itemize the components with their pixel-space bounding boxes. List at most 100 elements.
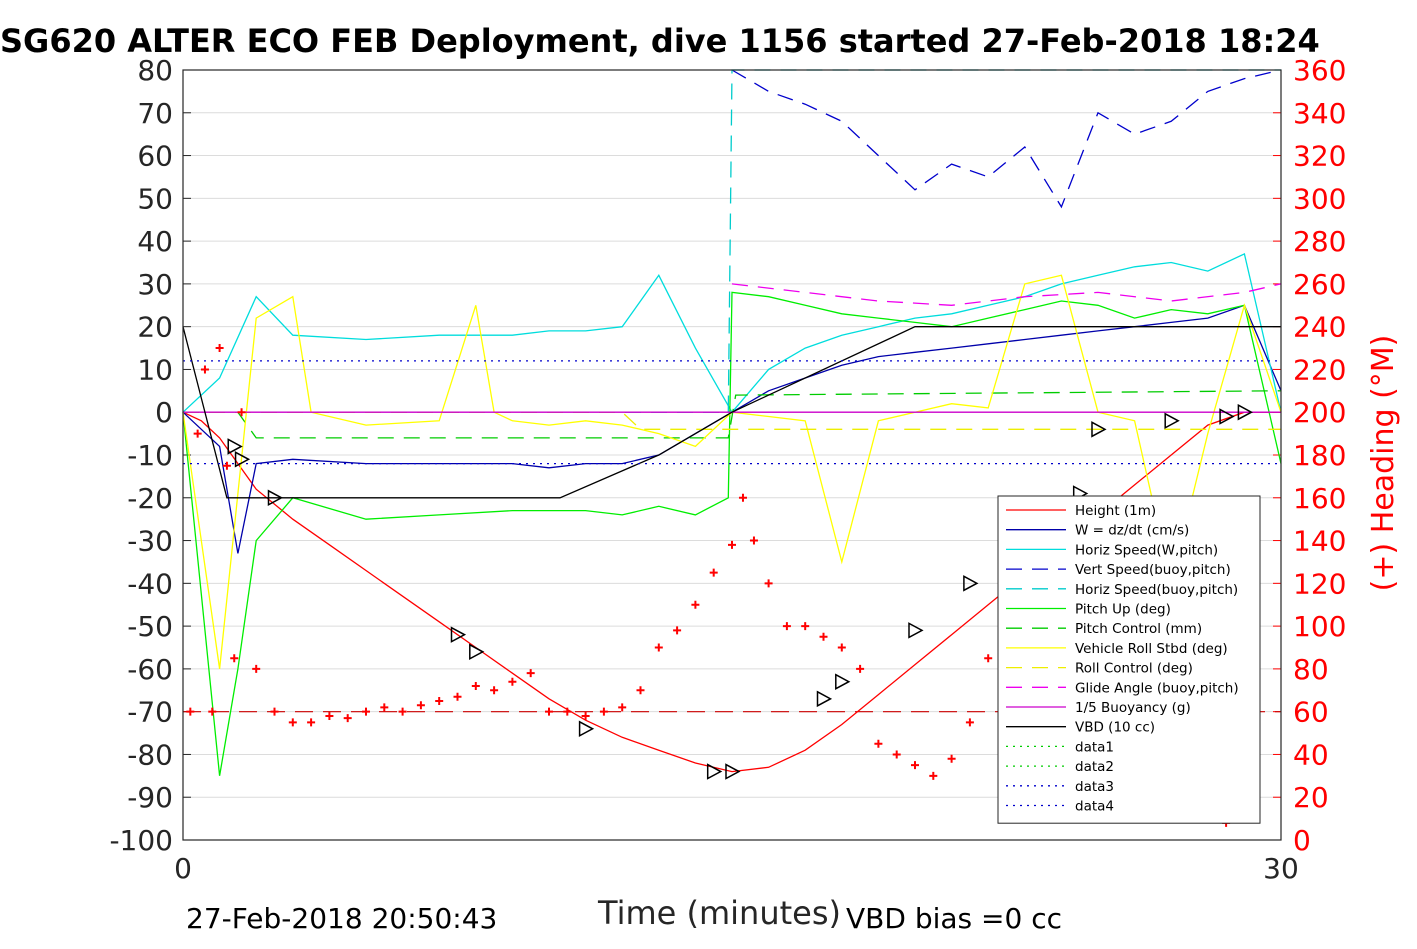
y-right-tick-label: 140 [1293, 525, 1346, 558]
x-tick-label: 0 [174, 852, 192, 885]
legend-entry-label: 1/5 Buoyancy (g) [1075, 700, 1191, 716]
y-right-tick-label: 240 [1293, 311, 1346, 344]
heading-point [654, 643, 663, 652]
heading-point [307, 718, 316, 727]
y-right-tick-label: 220 [1293, 353, 1346, 386]
y-right-tick-label: 60 [1293, 696, 1329, 729]
series-line-3 [731, 69, 1282, 209]
heading-point [636, 686, 645, 695]
triangle-marker [469, 643, 485, 661]
triangle-marker [1237, 403, 1253, 421]
heading-point [325, 711, 334, 720]
y-right-tick-label: 40 [1293, 738, 1329, 771]
y-tick-label: -60 [127, 653, 173, 686]
heading-point [398, 707, 407, 716]
legend-entry-label: data3 [1075, 779, 1114, 795]
y-tick-label: 40 [137, 225, 173, 258]
heading-point [782, 622, 791, 631]
legend-entry-label: VBD (10 cc) [1075, 720, 1155, 736]
y-right-tick-label: 20 [1293, 781, 1329, 814]
triangle-marker [1164, 412, 1180, 430]
heading-point [435, 696, 444, 705]
heading-point [837, 643, 846, 652]
legend-entry-label: data4 [1075, 799, 1114, 815]
y-tick-label: 80 [137, 54, 173, 87]
heading-point [581, 711, 590, 720]
y-tick-label: -10 [127, 439, 173, 472]
chart-title: SG620 ALTER ECO FEB Deployment, dive 115… [0, 22, 1320, 60]
heading-point [380, 703, 389, 712]
y-tick-label: -90 [127, 781, 173, 814]
y-right-tick-label: 80 [1293, 653, 1329, 686]
y-right-tick-label: 180 [1293, 439, 1346, 472]
y-tick-label: -80 [127, 738, 173, 771]
heading-point [764, 579, 773, 588]
triangle-marker [816, 690, 833, 708]
y-right-tick-label: 280 [1293, 225, 1346, 258]
triangle-marker [450, 626, 467, 643]
legend-entry-label: Pitch Control (mm) [1075, 621, 1202, 637]
y-tick-label: 30 [137, 268, 173, 301]
heading-point [709, 568, 718, 577]
y-right-tick-label: 120 [1293, 567, 1346, 600]
heading-point [288, 718, 297, 727]
legend-box [997, 495, 1261, 824]
y-tick-label: -50 [127, 610, 173, 643]
y-tick-label: -30 [127, 525, 173, 558]
series-line-9 [731, 283, 1282, 306]
y-right-tick-label: 320 [1293, 140, 1346, 173]
axes-box [182, 69, 1282, 841]
heading-point [545, 707, 553, 716]
legend-entry-label: Horiz Speed(buoy,pitch) [1075, 582, 1238, 598]
y-right-tick-label: 200 [1293, 396, 1346, 429]
legend-entry-label: Height (1m) [1075, 503, 1156, 519]
y-right-axis-label: (+) Heading (°M) [1366, 335, 1401, 592]
y-tick-label: 0 [155, 396, 173, 429]
series-line-6 [183, 390, 1282, 439]
heading-point [222, 461, 231, 470]
heading-point [801, 622, 810, 631]
heading-point [471, 682, 480, 690]
heading-point [508, 677, 517, 686]
y-right-tick-label: 160 [1293, 482, 1346, 515]
triangle-marker [963, 575, 979, 592]
triangle-marker [267, 489, 284, 507]
triangle-marker [908, 622, 924, 639]
heading-point [618, 703, 627, 712]
heading-point [691, 600, 700, 609]
heading-point [892, 750, 901, 759]
heading-point [230, 654, 239, 663]
y-tick-label: 60 [137, 140, 173, 173]
heading-point [490, 686, 499, 695]
heading-point [947, 754, 956, 763]
y-tick-label: -40 [127, 567, 173, 600]
y-right-tick-label: 300 [1293, 182, 1346, 215]
y-right-tick-label: 100 [1293, 610, 1346, 643]
heading-point [215, 344, 224, 353]
x-tick-label: 30 [1263, 852, 1299, 885]
triangle-marker [227, 438, 243, 455]
y-tick-label: -20 [127, 482, 173, 515]
heading-point [673, 626, 682, 635]
y-right-tick-label: 340 [1293, 97, 1346, 130]
heading-point [362, 707, 370, 716]
y-tick-label: 70 [137, 97, 173, 130]
series-line-1 [182, 304, 1282, 554]
heading-point [343, 714, 352, 723]
legend-entry-label: data1 [1075, 739, 1114, 755]
triangle-marker [835, 673, 851, 690]
y-right-tick-label: 360 [1293, 54, 1346, 87]
x-axis-label: Time (minutes) [597, 894, 841, 932]
heading-point [728, 540, 736, 549]
y-right-tick-label: 0 [1293, 824, 1311, 857]
legend-entry-label: W = dz/dt (cm/s) [1075, 523, 1189, 539]
heading-point [749, 536, 758, 545]
legend-entry-label: Pitch Up (deg) [1075, 602, 1171, 618]
heading-point [237, 408, 246, 417]
triangle-marker [706, 763, 723, 780]
heading-point [965, 718, 974, 727]
footer-timestamp: 27-Feb-2018 20:50:43 [186, 902, 497, 935]
legend-entry-label: Vehicle Roll Stbd (deg) [1075, 641, 1228, 657]
heading-point [984, 654, 993, 663]
